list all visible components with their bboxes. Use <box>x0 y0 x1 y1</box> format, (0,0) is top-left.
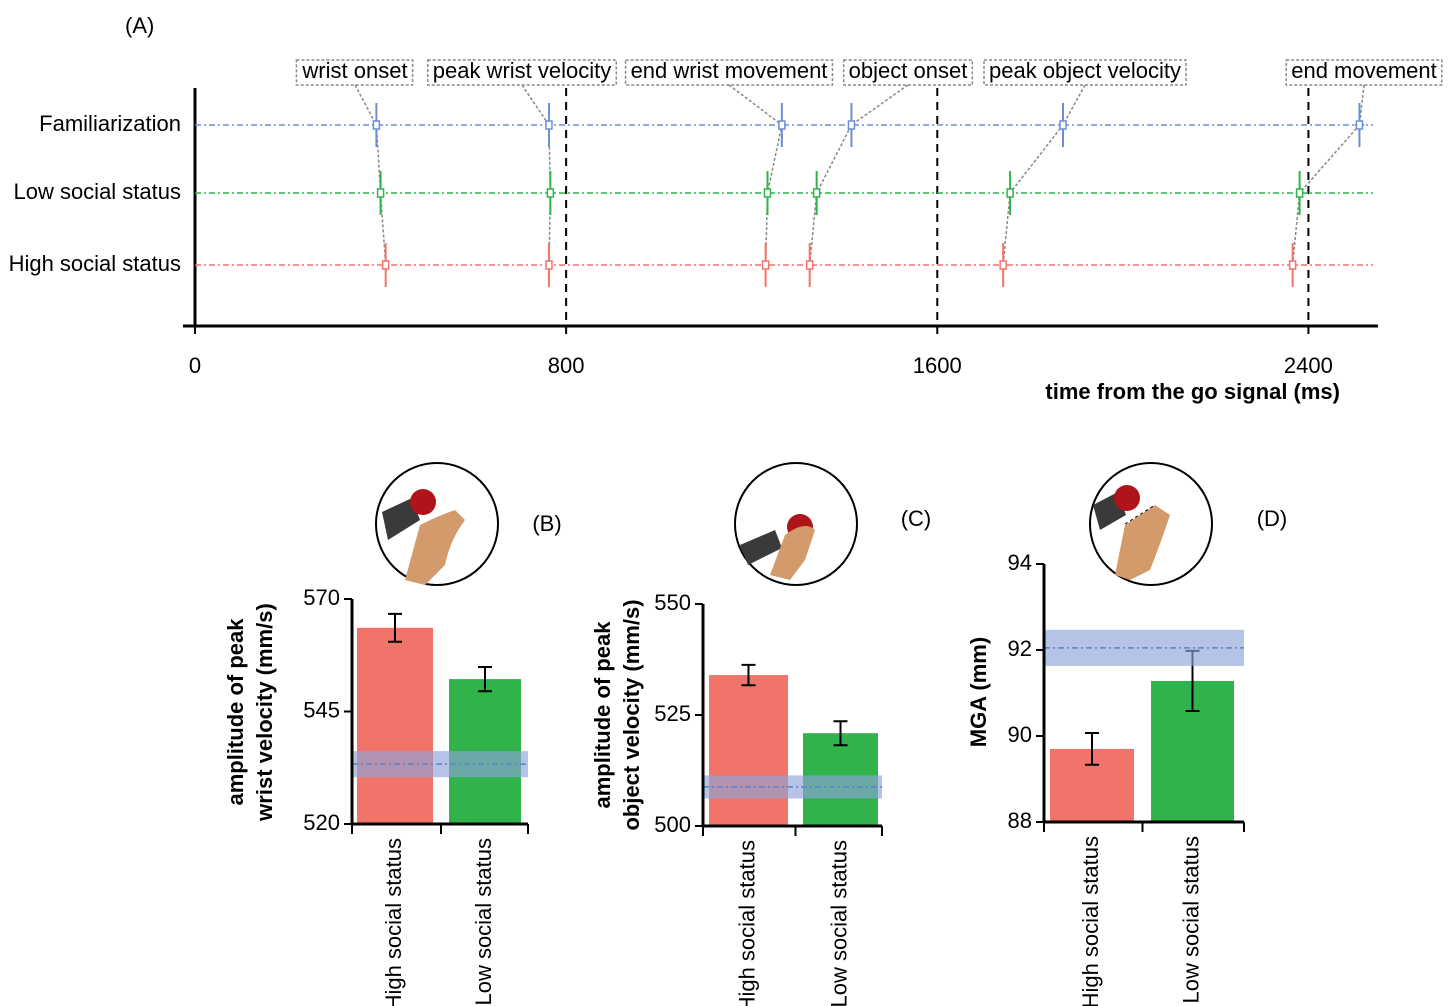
event-connector <box>522 85 550 265</box>
event-label: object onset <box>849 58 968 83</box>
y-tick-label: 90 <box>1008 722 1032 747</box>
y-tick-label: 570 <box>303 585 340 610</box>
event-marker <box>378 189 384 197</box>
event-marker <box>848 121 854 129</box>
row-label: Familiarization <box>39 111 181 136</box>
y-tick-label: 525 <box>654 701 691 726</box>
y-tick-label: 550 <box>654 590 691 615</box>
y-tick-label: 545 <box>303 697 340 722</box>
x-tick-label: 1600 <box>913 353 962 378</box>
panel-label: (C) <box>901 506 932 531</box>
event-marker <box>383 261 389 269</box>
y-tick-label: 520 <box>303 810 340 835</box>
bar <box>709 675 788 826</box>
x-tick-label: Low social status <box>471 838 496 1006</box>
x-tick-label: Low social status <box>826 840 851 1006</box>
event-marker <box>1007 189 1013 197</box>
event-connector <box>1003 85 1085 265</box>
event-marker <box>764 189 770 197</box>
event-connector <box>729 85 782 265</box>
y-tick-label: 500 <box>654 812 691 837</box>
y-axis-label: wrist velocity (mm/s) <box>252 603 277 822</box>
event-marker <box>546 261 552 269</box>
event-marker <box>807 261 813 269</box>
bar <box>357 628 433 824</box>
event-marker <box>779 121 785 129</box>
x-tick-label: High social status <box>381 838 406 1006</box>
event-label: wrist onset <box>301 58 407 83</box>
event-connector <box>1293 85 1364 265</box>
event-marker <box>546 121 552 129</box>
x-tick-label: 0 <box>189 353 201 378</box>
event-connector <box>810 85 908 265</box>
event-marker <box>373 121 379 129</box>
event-marker <box>1000 261 1006 269</box>
x-tick-label: 800 <box>548 353 585 378</box>
event-marker <box>1356 121 1362 129</box>
page: (A) 0 800 1600 2400time from the go signal (… <box>0 0 1456 1006</box>
y-axis-label: amplitude of peak <box>590 621 615 809</box>
x-axis-label: time from the go signal (ms) <box>1045 379 1340 404</box>
event-marker <box>814 189 820 197</box>
event-label: peak wrist velocity <box>433 58 612 83</box>
event-marker <box>547 189 553 197</box>
event-marker <box>1297 189 1303 197</box>
y-axis-label: object velocity (mm/s) <box>619 599 644 830</box>
y-tick-label: 92 <box>1008 636 1032 661</box>
event-label: end movement <box>1291 58 1437 83</box>
y-axis-label: amplitude of peak <box>223 618 248 806</box>
figure: (A) 0 800 1600 2400time from the go signal (… <box>0 0 1456 1006</box>
panel-label: (A) <box>125 13 154 38</box>
x-tick-label: 2400 <box>1284 353 1333 378</box>
y-axis-label: MGA (mm) <box>966 637 991 747</box>
panel-label: (B) <box>532 511 561 536</box>
x-tick-label: Low social status <box>1178 836 1203 1004</box>
illustration <box>376 463 1212 585</box>
event-marker <box>763 261 769 269</box>
row-label: High social status <box>9 251 181 276</box>
panel-label: (D) <box>1257 506 1288 531</box>
y-tick-label: 94 <box>1008 550 1032 575</box>
row-label: Low social status <box>13 179 181 204</box>
y-tick-label: 88 <box>1008 808 1032 833</box>
event-marker <box>1060 121 1066 129</box>
x-tick-label: High social status <box>734 840 759 1006</box>
event-label: peak object velocity <box>989 58 1181 83</box>
x-tick-label: High social status <box>1078 836 1103 1006</box>
event-label: end wrist movement <box>631 58 828 83</box>
event-marker <box>1290 261 1296 269</box>
